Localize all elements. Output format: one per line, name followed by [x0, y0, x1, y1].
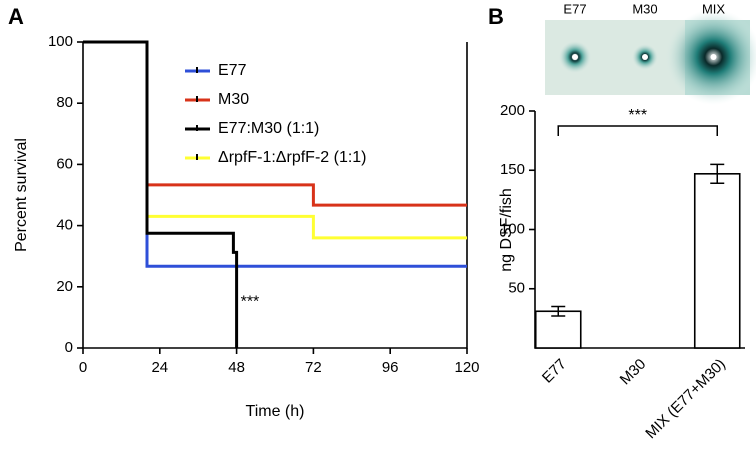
image-label: E77: [563, 1, 586, 16]
legend-label: E77:M30 (1:1): [218, 120, 319, 137]
x-tick-label: 0: [79, 359, 87, 376]
significance-bracket: [557, 125, 718, 136]
survival-curve: [83, 40, 239, 348]
plot-frame: [82, 42, 468, 349]
y-tick-label: 40: [56, 217, 73, 234]
legend-label: ΔrpfF-1:ΔrpfF-2 (1:1): [218, 149, 367, 166]
significance: ***: [628, 107, 647, 124]
significance: ***: [241, 293, 260, 310]
legend-label: E77: [218, 62, 247, 79]
bar: [693, 173, 741, 349]
y-tick-label: 100: [500, 220, 525, 237]
plate-well: [710, 54, 717, 60]
x-axis-label: Time (h): [246, 403, 305, 420]
image-label: MIX: [702, 1, 725, 16]
y-tick-label: 20: [56, 278, 73, 295]
plate-well: [572, 54, 578, 60]
image-label: M30: [632, 1, 657, 16]
survival-curve: [83, 40, 467, 240]
x-tick-label: M30: [617, 356, 650, 389]
panel-label: A: [8, 4, 24, 29]
plate-well: [642, 54, 648, 60]
x-tick-label: MIX (E77+M30): [642, 356, 729, 443]
error-bar: [551, 305, 566, 317]
y-tick-label: 0: [65, 339, 73, 356]
y-tick-label: 80: [56, 94, 73, 111]
panel-label: B: [488, 4, 504, 29]
legend-label: M30: [218, 91, 249, 108]
x-tick-label: 48: [228, 359, 245, 376]
x-tick-label: 72: [305, 359, 322, 376]
y-tick-label: 100: [48, 33, 73, 50]
bar: [534, 310, 582, 349]
x-tick-label: 120: [454, 359, 479, 376]
y-tick-label: 50: [508, 280, 525, 297]
x-tick-label: E77: [539, 356, 570, 387]
y-axis-label: Percent survival: [13, 138, 30, 252]
x-tick-label: 96: [382, 359, 399, 376]
y-tick-label: 60: [56, 155, 73, 172]
y-tick-label: 150: [500, 161, 525, 178]
y-axis-label: ng DSF/fish: [498, 188, 515, 272]
y-tick-label: 200: [500, 102, 525, 119]
x-tick-label: 24: [151, 359, 168, 376]
error-bar: [710, 163, 725, 185]
